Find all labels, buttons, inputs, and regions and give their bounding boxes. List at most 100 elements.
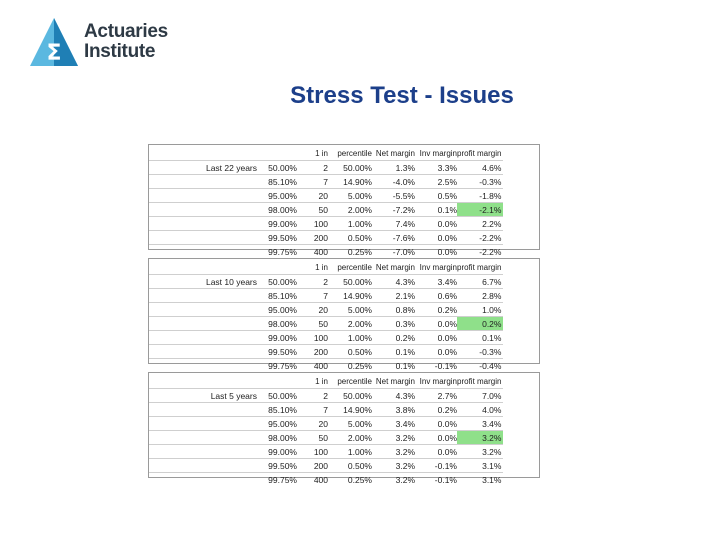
cell: 50.00% [328,388,372,403]
cell: 99.00% [257,444,297,459]
cell: 3.2% [457,444,504,459]
table-row: 99.50% 200 0.50% 0.1% 0.0% -0.3% [149,344,504,359]
period-label: Last 5 years [149,388,257,403]
cell: 20 [297,188,328,203]
cell: 95.00% [257,188,297,203]
cell: 5.00% [328,188,372,203]
cell: 50 [297,316,328,331]
cell: 400 [313,474,328,485]
header-net-margin: Net margin [372,375,415,389]
cell: 2.2% [457,216,504,231]
cell: 0.1% [457,330,504,345]
table-row: 95.00% 20 5.00% 3.4% 0.0% 3.4% [149,416,504,431]
cell: 2.5% [415,174,457,189]
header-inv-margin: Inv margin [415,261,457,275]
cell: 0.1% [372,344,415,359]
cell: 0.50% [328,230,372,245]
cell: 0.2% [372,330,415,345]
highlighted-cell: 0.2% [457,316,504,331]
cell: 0.5% [415,188,457,203]
cell: -4.0% [372,174,415,189]
header-inv-margin: Inv margin [415,375,457,389]
cell: 2.00% [328,202,372,217]
cell: 2 [297,274,328,289]
cell: 3.8% [372,402,415,417]
cell: 0.0% [415,444,457,459]
cell: 3.2% [372,444,415,459]
cell: 14.90% [328,288,372,303]
table-row: Last 10 years 50.00% 2 50.00% 4.3% 3.4% … [149,274,504,289]
cell: 7 [297,402,328,417]
cell: 50.00% [257,274,297,289]
cell: 0.1% [395,360,415,371]
stress-table-1: 1 in percentile Net margin Inv margin pr… [149,147,504,258]
cell: 0.25% [347,360,372,371]
logo-wordmark: Actuaries Institute [84,22,168,62]
stress-panel-3: 1 in percentile Net margin Inv margin pr… [148,372,540,485]
table-row: 99.75% 400 0.25% 3.2% -0.1% 3.1% [149,473,503,487]
slide-title: Stress Test - Issues [290,82,514,109]
stress-panel-1: 1 in percentile Net margin Inv margin pr… [148,144,540,257]
cell: 50.00% [328,274,372,289]
cell: 7.0% [457,388,504,403]
cell: 4.0% [457,402,504,417]
cell: 3.1% [482,474,502,485]
cell: 400 [313,360,328,371]
cell: 0.0% [415,430,457,445]
actuaries-institute-logo: Σ Actuaries Institute [28,16,188,72]
cell: 0.50% [328,344,372,359]
period-label: Last 10 years [149,274,257,289]
cell: 98.00% [257,316,297,331]
cell: 2.1% [372,288,415,303]
header-net-margin: Net margin [372,147,415,161]
cell: -7.2% [372,202,415,217]
cell: 7.4% [372,216,415,231]
cell: 99.75% [268,474,297,485]
header-percentile: percentile [328,375,372,389]
cell: 0.25% [347,474,372,485]
header-net-margin: Net margin [372,261,415,275]
logo-symbol: Σ [46,41,61,66]
cell: 7 [297,288,328,303]
cell: -0.1% [415,458,457,473]
cell: 5.00% [328,302,372,317]
header-row: 1 in percentile Net margin Inv margin pr… [149,147,504,161]
cell: 3.2% [372,458,415,473]
cell: -7.0% [392,246,415,257]
cell: -0.1% [434,474,457,485]
cell: 50 [297,430,328,445]
cell: 85.10% [257,402,297,417]
cell: 1.00% [328,216,372,231]
cell: 2 [297,388,328,403]
cell: 100 [297,216,328,231]
cell: 99.50% [257,230,297,245]
table-row: 99.50% 200 0.50% -7.6% 0.0% -2.2% [149,230,504,245]
cell: 50.00% [328,160,372,175]
header-row: 1 in percentile Net margin Inv margin pr… [149,261,504,275]
header-percentile: percentile [328,147,372,161]
cell: 2 [297,160,328,175]
cell: 95.00% [257,416,297,431]
cell: -0.1% [434,360,457,371]
cell: 3.3% [415,160,457,175]
header-inv-margin: Inv margin [415,147,457,161]
cell: 99.00% [257,330,297,345]
cell: 4.3% [372,388,415,403]
cell: 0.50% [328,458,372,473]
cell: 0.2% [415,402,457,417]
cell: 2.8% [457,288,504,303]
cell: -5.5% [372,188,415,203]
cell: 20 [297,302,328,317]
cell: 0.0% [437,246,457,257]
cell: -7.6% [372,230,415,245]
logo-line-2: Institute [84,41,156,62]
cell: 0.2% [415,302,457,317]
table-row: 85.10% 7 14.90% 2.1% 0.6% 2.8% [149,288,504,303]
cell: 95.00% [257,302,297,317]
cell: 0.3% [372,316,415,331]
cell: 200 [297,458,328,473]
cell: 50.00% [257,388,297,403]
cell: 1.0% [457,302,504,317]
cell: 99.00% [257,216,297,231]
cell: 0.25% [347,246,372,257]
